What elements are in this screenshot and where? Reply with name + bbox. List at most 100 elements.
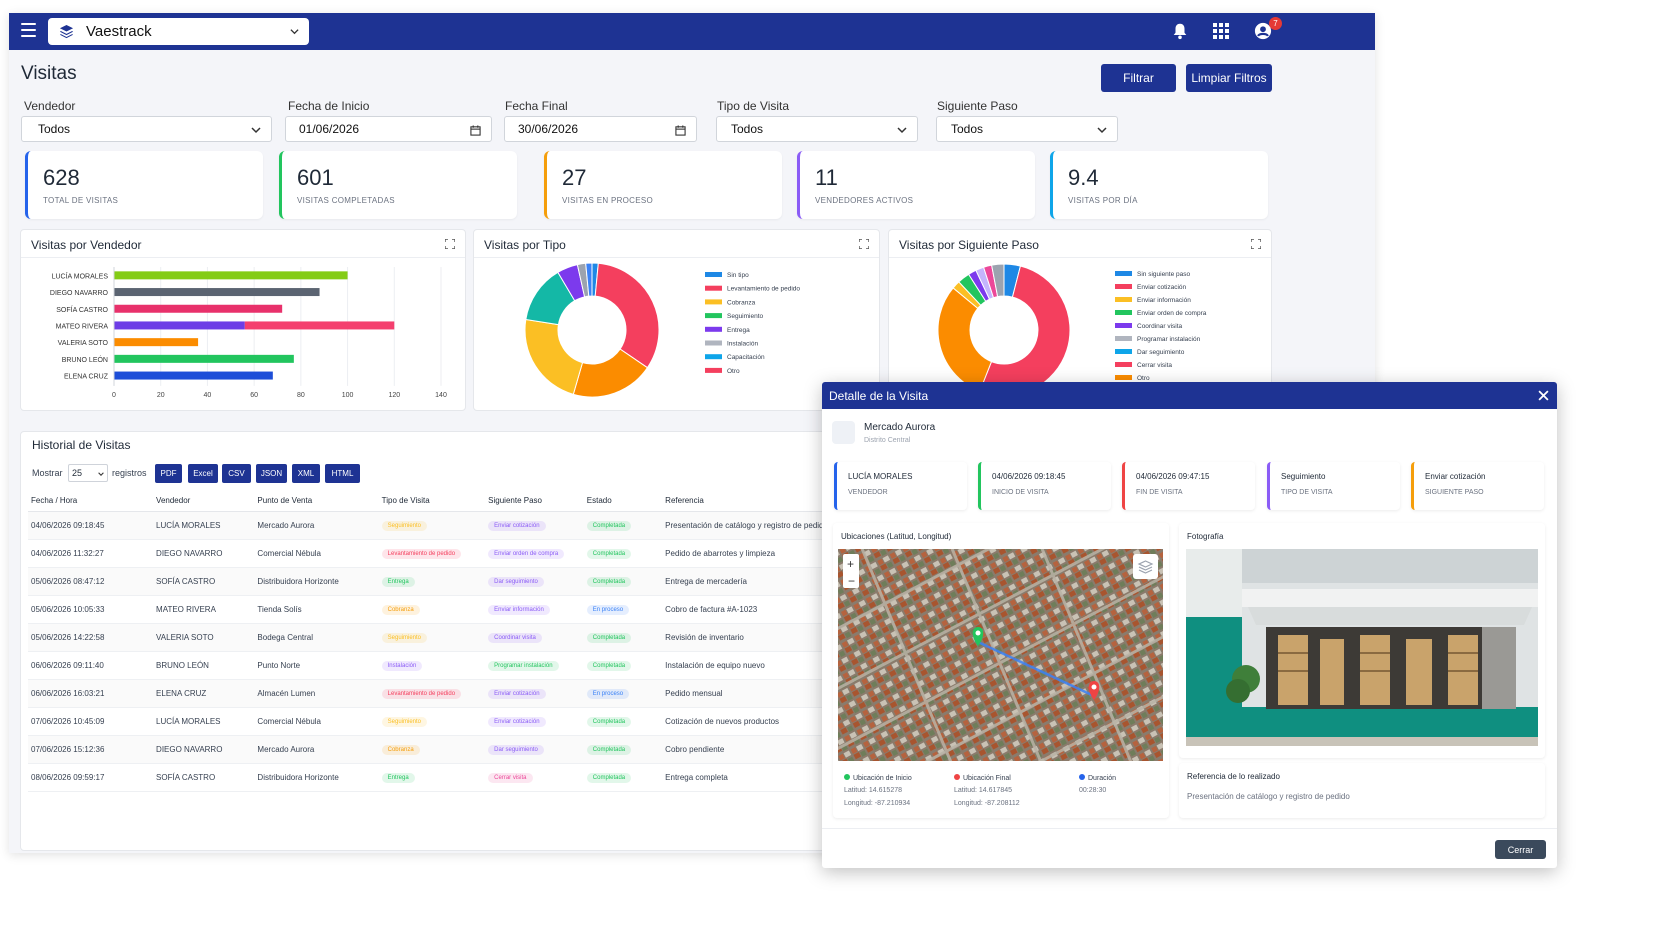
end-dot-icon — [954, 774, 960, 780]
clear-filters-button[interactable]: Limpiar Filtros — [1186, 64, 1272, 92]
filter-button[interactable]: Filtrar — [1101, 64, 1176, 92]
column-header[interactable]: Tipo de Visita — [378, 490, 486, 512]
stat-value: 628 — [43, 165, 80, 190]
bar[interactable] — [114, 271, 348, 280]
user-account-icon[interactable] — [1254, 22, 1272, 40]
start-marker-icon[interactable] — [972, 627, 984, 646]
legend-swatch — [1115, 297, 1132, 302]
zoom-in-icon[interactable]: + — [847, 557, 854, 571]
route-line — [977, 640, 1095, 698]
table-row[interactable]: 06/06/2026 16:03:21 ELENA CRUZ Almacén Lum… — [28, 679, 828, 708]
chart-title: Visitas por Tipo — [484, 238, 566, 252]
pie-slice[interactable] — [585, 262, 593, 297]
chevron-down-icon — [290, 29, 299, 35]
export-json-button[interactable]: JSON — [256, 464, 287, 483]
siguiente-cell: Enviar cotización — [485, 707, 584, 736]
table-row[interactable]: 05/06/2026 10:05:33 MATEO RIVERA Tienda So… — [28, 595, 828, 624]
close-button[interactable]: Cerrar — [1495, 840, 1546, 859]
stat-label: TOTAL DE VISITAS — [43, 196, 119, 205]
pie-slice[interactable] — [594, 262, 660, 369]
calendar-icon[interactable] — [675, 125, 686, 136]
page-size-select[interactable]: 25 — [68, 464, 108, 482]
end-marker-icon[interactable] — [1088, 681, 1100, 700]
expand-icon[interactable] — [1251, 239, 1261, 249]
column-header[interactable]: Referencia — [662, 490, 828, 512]
tipo-cell: Levantamiento de pedido — [378, 539, 486, 568]
table-row[interactable]: 04/06/2026 11:32:27 DIEGO NAVARRO Comercia… — [28, 539, 828, 568]
pie-slice[interactable] — [991, 263, 1005, 298]
fecha-inicio-input[interactable]: 01/06/2026 — [285, 116, 492, 142]
calendar-icon[interactable] — [470, 125, 481, 136]
satellite-map[interactable]: + − — [838, 549, 1163, 761]
app-selector[interactable]: Vaestrack — [48, 18, 309, 45]
estado-badge: Completada — [586, 716, 632, 727]
store-photo[interactable] — [1186, 549, 1538, 746]
zoom-out-icon[interactable]: − — [848, 574, 855, 588]
table-row[interactable]: 05/06/2026 08:47:12 SOFÍA CASTRO Distribui… — [28, 567, 828, 596]
bar[interactable] — [114, 304, 283, 313]
bar[interactable] — [114, 371, 273, 380]
column-header[interactable]: Siguiente Paso — [485, 490, 584, 512]
bar[interactable] — [114, 354, 294, 363]
bar[interactable] — [114, 288, 320, 297]
fecha-cell: 04/06/2026 11:32:27 — [28, 539, 154, 568]
siguiente-select[interactable]: Todos — [936, 116, 1118, 142]
tipo-select[interactable]: Todos — [716, 116, 918, 142]
apps-grid-icon[interactable] — [1212, 22, 1230, 40]
export-html-button[interactable]: HTML — [325, 464, 360, 483]
export-excel-button[interactable]: Excel — [188, 464, 218, 483]
export-csv-button[interactable]: CSV — [222, 464, 251, 483]
fecha-cell: 07/06/2026 15:12:36 — [28, 735, 154, 764]
bar-segment[interactable] — [114, 321, 245, 330]
export-xml-button[interactable]: XML — [292, 464, 320, 483]
legend-swatch — [705, 354, 722, 360]
column-header[interactable]: Punto de Venta — [254, 490, 379, 512]
fecha-inicio-value: 01/06/2026 — [299, 122, 360, 136]
legend-label: Levantamiento de pedido — [727, 286, 800, 293]
estado-cell: Completada — [583, 763, 663, 792]
modal-title: Detalle de la Visita — [829, 388, 929, 403]
estado-badge: Completada — [586, 632, 632, 643]
expand-icon[interactable] — [859, 239, 869, 249]
menu-icon[interactable] — [21, 23, 36, 37]
estado-badge: Completada — [586, 744, 632, 755]
table-row[interactable]: 08/06/2026 09:59:17 SOFÍA CASTRO Distribui… — [28, 763, 828, 792]
tipo-badge: Cobranza — [381, 604, 420, 615]
info-value: 04/06/2026 09:47:15 — [1136, 472, 1210, 481]
fecha-final-input[interactable]: 30/06/2026 — [504, 116, 697, 142]
vendedor-select[interactable]: Todos — [21, 116, 272, 142]
tipo-badge: Instalación — [381, 660, 423, 671]
export-pdf-button[interactable]: PDF — [155, 464, 182, 483]
duration-legend: Duración — [1079, 774, 1116, 782]
legend-swatch — [1115, 271, 1132, 276]
store-district: Distrito Central — [864, 437, 911, 444]
expand-icon[interactable] — [445, 239, 455, 249]
table-row[interactable]: 05/06/2026 14:22:58 VALERIA SOTO Bodega Ce… — [28, 623, 828, 652]
column-header[interactable]: Vendedor — [153, 490, 255, 512]
bar[interactable] — [114, 338, 199, 347]
bar-segment[interactable] — [244, 321, 395, 330]
info-card-fin: 04/06/2026 09:47:15 FIN DE VISITA — [1122, 462, 1255, 510]
legend-swatch — [1115, 284, 1132, 289]
visit-detail-modal: Detalle de la Visita Mercado Aurora Dist… — [822, 382, 1557, 868]
photo-title: Fotografía — [1187, 532, 1224, 541]
tipo-cell: Cobranza — [378, 735, 486, 764]
table-row[interactable]: 06/06/2026 09:11:40 BRUNO LEÓN Punto Norte… — [28, 651, 828, 680]
x-tick-label: 20 — [157, 392, 165, 399]
info-value: Enviar cotización — [1425, 472, 1486, 481]
bell-icon[interactable] — [1171, 22, 1189, 40]
column-header[interactable]: Estado — [583, 490, 663, 512]
tipo-badge: Seguimiento — [381, 632, 427, 643]
table-row[interactable]: 04/06/2026 09:18:45 LUCÍA MORALES Mercado … — [28, 511, 828, 540]
pie-slice[interactable] — [524, 318, 584, 395]
stat-label: VISITAS POR DÍA — [1068, 196, 1138, 205]
table-row[interactable]: 07/06/2026 10:45:09 LUCÍA MORALES Comercia… — [28, 707, 828, 736]
siguiente-cell: Enviar orden de compra — [485, 539, 584, 568]
close-icon[interactable] — [1538, 390, 1549, 401]
y-category-label: SOFÍA CASTRO — [56, 305, 108, 314]
pie-slice[interactable] — [937, 287, 993, 393]
stat-card-in-progress: 27 VISITAS EN PROCESO — [544, 151, 782, 219]
table-row[interactable]: 07/06/2026 15:12:36 DIEGO NAVARRO Mercado … — [28, 735, 828, 764]
punto-cell: Comercial Nébula — [254, 539, 379, 568]
column-header[interactable]: Fecha / Hora — [28, 490, 154, 512]
